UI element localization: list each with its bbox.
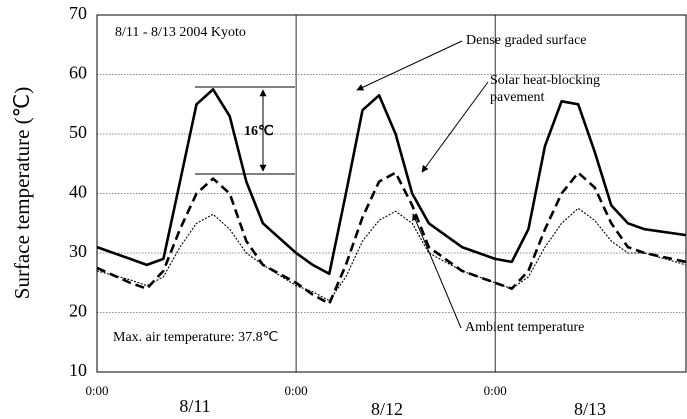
series-line: [96, 171, 687, 305]
series-line: [96, 207, 687, 302]
y-tick-label: 20: [69, 301, 87, 321]
y-axis-label: Surface temperature (℃): [10, 87, 34, 299]
annotation-arrows: [195, 40, 489, 329]
arrow: [412, 213, 462, 329]
y-tick-label: 50: [69, 122, 87, 142]
y-tick-label: 30: [69, 241, 87, 261]
arrow: [356, 40, 463, 91]
series-label: Dense graded surface: [466, 33, 587, 48]
day-label: 8/13: [574, 399, 606, 419]
y-tick-label: 60: [69, 63, 87, 83]
y-tick-label: 10: [69, 360, 87, 380]
annotation: 8/11 - 8/13 2004 Kyoto: [115, 25, 246, 40]
series-label: Solar heat-blocking pavement: [490, 73, 601, 105]
series-line: [96, 88, 687, 276]
day-label: 8/12: [371, 399, 403, 419]
plot-frame: [96, 14, 687, 373]
y-tick-label: 70: [69, 3, 87, 23]
lines: [96, 88, 687, 305]
series-label-box: Solar heat-blocking pavement: [490, 73, 601, 105]
arrow: [421, 81, 489, 173]
annotation: 16℃: [244, 124, 274, 139]
day-label: 8/11: [179, 396, 210, 416]
grid: [96, 15, 686, 372]
x-tick-label: 0:00: [85, 383, 108, 398]
x-tick-label: 0:00: [285, 383, 308, 398]
annotation: Max. air temperature: 37.8℃: [113, 330, 278, 345]
x-tick-label: 0:00: [484, 383, 507, 398]
series-label: Ambient temperature: [465, 320, 584, 335]
y-tick-label: 40: [69, 182, 87, 202]
